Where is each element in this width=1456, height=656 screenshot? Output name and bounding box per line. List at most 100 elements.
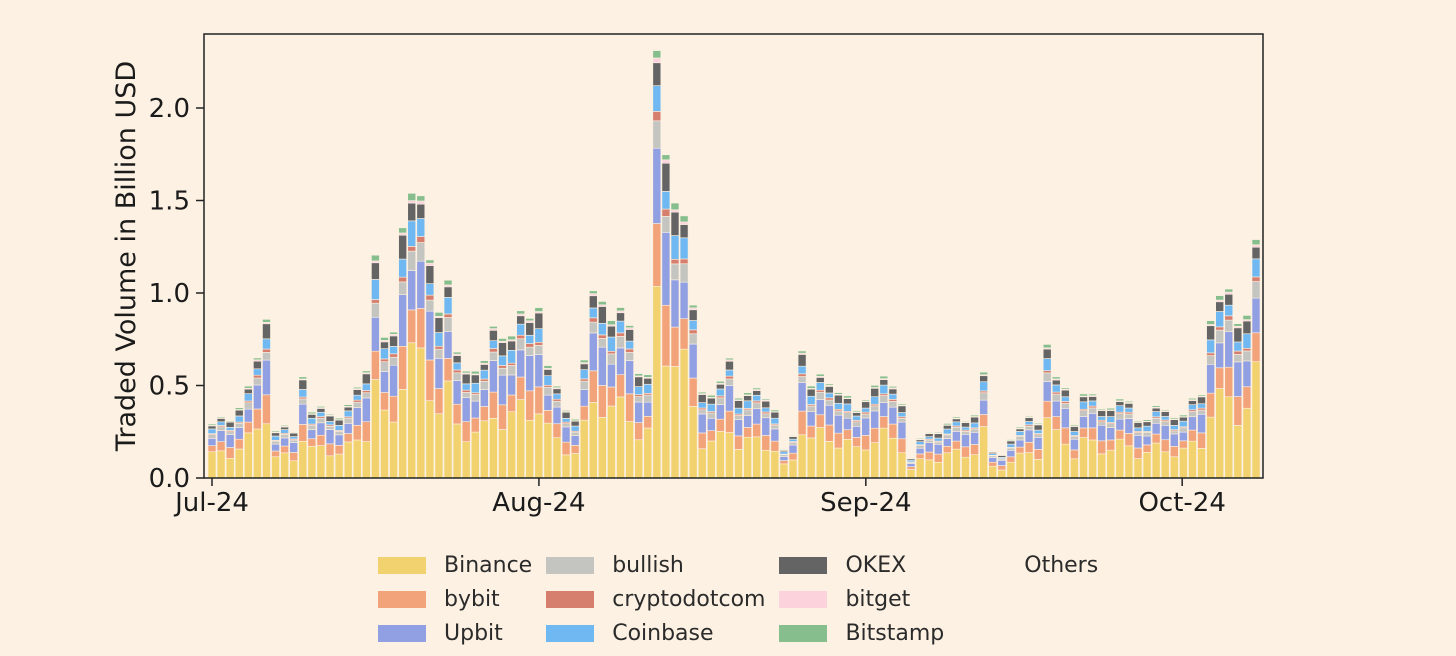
bar-segment-coinbase (1115, 405, 1125, 413)
bar-segment-bullish (443, 317, 453, 332)
bar-segment-bitstamp (552, 385, 562, 389)
bar-segment-okex (852, 412, 861, 417)
bar-segment-coinbase (1188, 404, 1197, 411)
bar-segment-bybit (661, 304, 671, 367)
bar-segment-bitstamp (1142, 419, 1152, 422)
bar-segment-okex (1233, 327, 1243, 343)
bar-segment-upbit (743, 415, 752, 428)
bar-segment-upbit (1124, 418, 1134, 434)
bar-segment-coinbase (334, 425, 344, 431)
bar-segment-bullish (970, 428, 979, 433)
legend-swatch-binance (378, 556, 426, 574)
bar-segment-upbit (1179, 431, 1188, 442)
bar-segment-bitstamp (961, 420, 970, 423)
bar-segment-bitstamp (1124, 400, 1134, 403)
bar-segment-okex (870, 387, 880, 398)
bar-segment-binance (234, 448, 244, 479)
bar-segment-okex (1151, 407, 1161, 412)
bar-segment-okex (352, 389, 362, 396)
bar-segment-binance (825, 441, 834, 479)
bar-segment-okex (897, 405, 907, 413)
bar-segment-bitstamp (1115, 398, 1125, 402)
bar-segment-bybit (1070, 449, 1079, 460)
bar-segment-binance (225, 457, 235, 479)
bar-segment-coinbase (407, 220, 417, 247)
bar-segment-bitstamp (952, 416, 961, 419)
bar-segment-bitget (1224, 291, 1234, 295)
bar-segment-upbit (825, 404, 834, 426)
bar-segment-coinbase (362, 383, 371, 391)
bar-segment-cryptodotcom (1051, 391, 1061, 395)
bar-segment-bullish (525, 346, 535, 356)
bar-segment-bybit (307, 438, 317, 447)
bar-segment-bybit (1024, 441, 1034, 453)
bar-segment-upbit (525, 355, 535, 392)
bar-segment-bitstamp (534, 307, 544, 312)
bar-segment-cryptodotcom (598, 334, 607, 339)
bar-segment-coinbase (543, 375, 553, 386)
bar-segment-upbit (779, 456, 789, 461)
bar-segment-bitstamp (343, 404, 353, 407)
bar-segment-bitstamp (915, 438, 925, 440)
bar-segment-coinbase (271, 435, 280, 441)
bar-segment-okex (1124, 403, 1134, 409)
bar-segment-bybit (761, 435, 771, 451)
bar-segment-binance (570, 453, 580, 479)
bar-segment-bitstamp (761, 398, 771, 401)
bar-segment-bullish (779, 454, 789, 457)
bar-segment-coinbase (316, 411, 326, 417)
bar-segment-okex (607, 325, 616, 338)
bar-segment-coinbase (806, 395, 816, 405)
bar-segment-binance (1206, 416, 1215, 479)
y-tick-label: 1.5 (149, 187, 190, 217)
bar-segment-bullish (588, 321, 598, 334)
bar-segment-binance (352, 439, 362, 479)
bar-segment-bitstamp (861, 399, 870, 402)
bar-segment-binance (661, 365, 671, 479)
bar-segment-coinbase (779, 451, 789, 455)
bar-segment-okex (461, 373, 471, 385)
bar-segment-bullish (1179, 427, 1188, 433)
bar-segment-upbit (534, 354, 544, 388)
bar-segment-bitstamp (434, 312, 444, 317)
bar-segment-bullish (352, 401, 362, 408)
bar-segment-coinbase (1215, 311, 1224, 328)
bar-segment-okex (244, 388, 253, 394)
bar-segment-upbit (389, 364, 398, 397)
bar-segment-okex (416, 203, 426, 219)
bar-segment-upbit (362, 397, 371, 423)
bar-segment-cryptodotcom (380, 358, 389, 363)
bar-segment-upbit (970, 432, 979, 445)
bar-segment-coinbase (634, 386, 643, 395)
bar-segment-bitstamp (598, 301, 607, 306)
bar-segment-bullish (480, 380, 489, 390)
bar-segment-binance (298, 441, 308, 479)
bar-segment-bitget (398, 232, 407, 236)
bar-segment-binance (607, 405, 616, 479)
bar-segment-bullish (697, 409, 707, 415)
bar-segment-bullish (1224, 319, 1234, 333)
bar-segment-upbit (398, 294, 407, 347)
bar-segment-okex (1206, 325, 1215, 341)
bar-segment-upbit (788, 444, 798, 454)
bar-segment-coinbase (1061, 396, 1070, 402)
bar-segment-upbit (707, 417, 716, 431)
bar-segment-bullish (262, 352, 271, 361)
bar-segment-okex (1188, 400, 1197, 405)
bar-segment-okex (1179, 416, 1188, 422)
bar-segment-bullish (688, 333, 698, 345)
bar-segment-bybit (725, 410, 734, 433)
bar-segment-bitstamp (1251, 239, 1261, 246)
bar-segment-coinbase (1170, 425, 1179, 431)
bar-segment-upbit (1215, 342, 1224, 369)
bar-segment-okex (1170, 419, 1179, 426)
bar-segment-coinbase (425, 283, 435, 296)
bar-segment-okex (452, 355, 462, 364)
bar-segment-coinbase (770, 417, 780, 425)
bar-segment-bybit (861, 435, 870, 451)
bar-segment-coinbase (253, 368, 262, 376)
bar-segment-coinbase (933, 437, 943, 442)
bar-segment-bullish (516, 338, 525, 351)
bar-segment-okex (561, 411, 571, 419)
bar-segment-okex (588, 295, 598, 309)
